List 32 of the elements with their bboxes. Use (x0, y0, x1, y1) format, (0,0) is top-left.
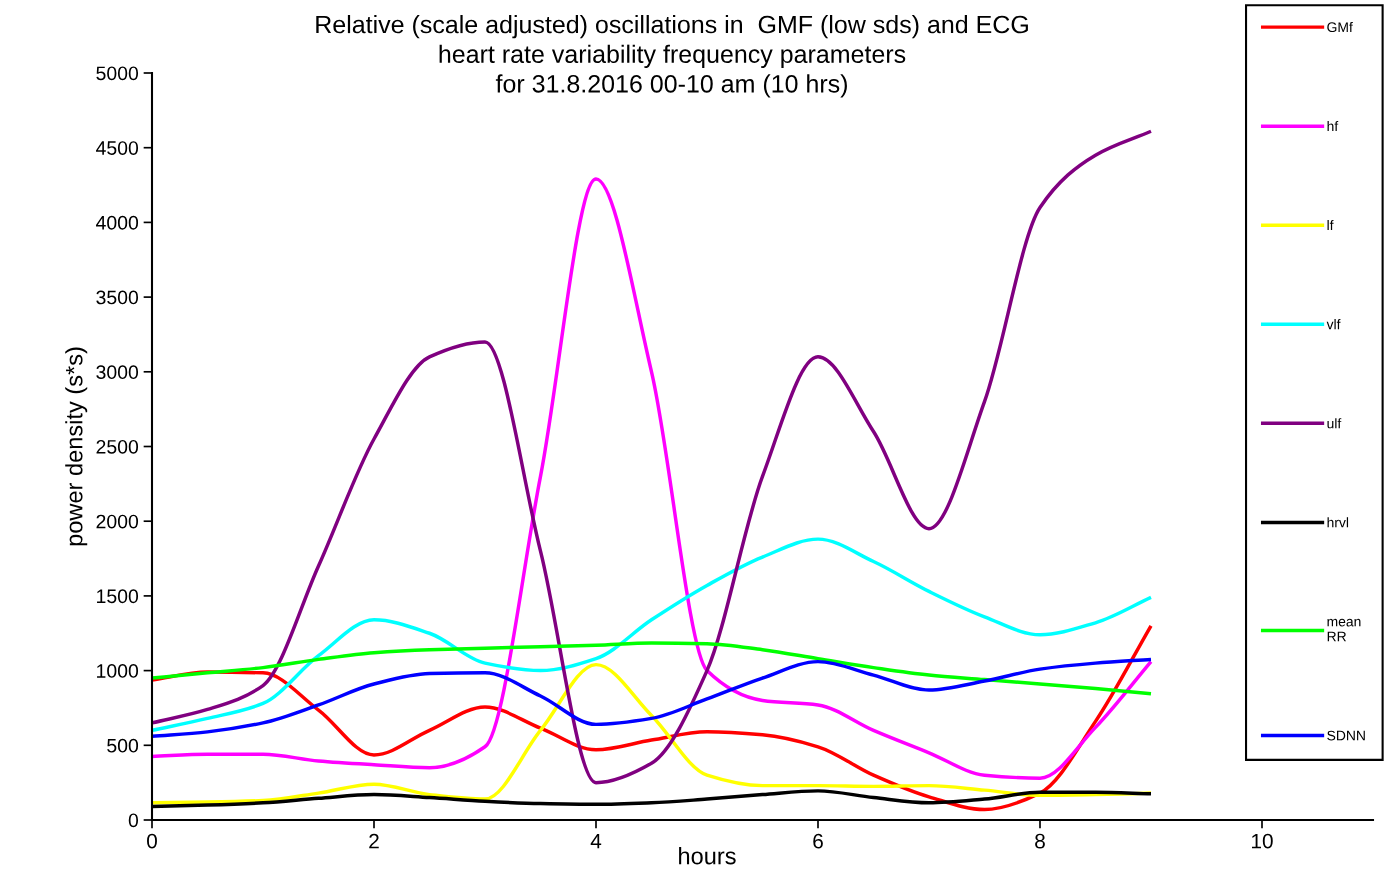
x-tick-label: 10 (1252, 833, 1273, 849)
legend-label: lf (1327, 220, 1334, 231)
y-tick-label: 5000 (96, 66, 139, 81)
legend-label: mean RR (1327, 618, 1361, 642)
y-tick-label: 1500 (97, 589, 139, 604)
y-tick-label: 2000 (96, 514, 139, 529)
y-tick-label: 500 (107, 738, 139, 753)
x-tick-label: 6 (813, 833, 823, 849)
y-tick-label: 4000 (96, 215, 139, 230)
legend-label: hrvl (1327, 517, 1349, 528)
x-tick-label: 0 (147, 833, 157, 849)
x-tick-label: 2 (369, 833, 379, 849)
legend-label: hf (1327, 120, 1339, 132)
x-axis-title: hours (679, 847, 736, 865)
line-series (152, 537, 1153, 733)
y-tick-label: 1000 (97, 664, 139, 678)
legend-label: GMf (1327, 21, 1353, 33)
line-series (152, 657, 1153, 739)
legend-label: vlf (1326, 319, 1341, 330)
y-tick-label: 4500 (96, 141, 139, 155)
y-tick-label: 3500 (96, 290, 139, 305)
line-series (152, 641, 1153, 696)
legend-label: SDNN (1327, 730, 1365, 741)
y-tick-label: 3000 (96, 365, 139, 380)
chart-title: Relative (scale adjusted) oscillations in GMF (low sds) and ECG heart rate variability frequency parameters for 31.8.2016 00-10 am (10 hrs) (316, 15, 1028, 98)
x-tick-label: 4 (590, 833, 602, 849)
y-tick-label: 0 (128, 813, 139, 828)
x-tick-label: 8 (1035, 833, 1045, 849)
y-tick-label: 2500 (96, 439, 139, 454)
y-axis-title: power density (s*s) (65, 347, 88, 546)
legend-label: ulf (1327, 418, 1342, 429)
line-series (152, 662, 1153, 805)
